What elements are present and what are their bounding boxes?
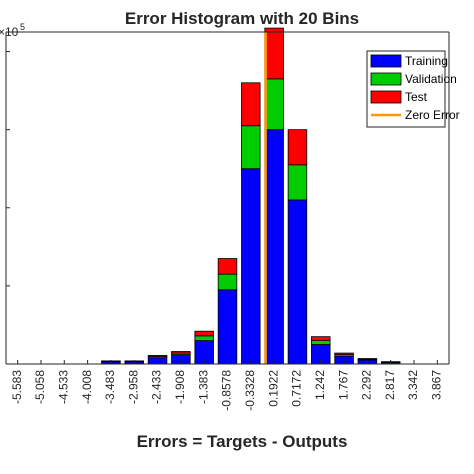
- x-tick-label: -5.583: [10, 370, 24, 404]
- bar-test--1.383: [194, 330, 214, 337]
- x-tick-label: -4.533: [56, 370, 70, 404]
- bar-validation-1.242: [311, 340, 331, 345]
- x-tick-label: -2.433: [150, 370, 164, 404]
- legend: Training Validation Test Zero Error: [366, 50, 460, 128]
- x-tick-label: -0.8578: [220, 370, 234, 411]
- x-tick-labels: -5.583 -5.058 -4.533 -4.008 -3.483 -2.958 -2.4…: [10, 370, 444, 411]
- x-tick-label: -5.058: [33, 370, 47, 404]
- x-tick-label: 1.242: [313, 370, 327, 400]
- x-tick-label: -4.008: [80, 370, 94, 404]
- bar-training--0.8578: [217, 289, 238, 365]
- bar-training-0.1922: [264, 129, 284, 365]
- x-tick-label: 2.817: [383, 370, 397, 400]
- bar-test--0.8578: [217, 258, 238, 275]
- legend-label-test: Test: [405, 90, 428, 104]
- axes-layer: [5, 31, 450, 365]
- legend-swatch-test: [370, 90, 402, 104]
- x-tick-label: -3.483: [103, 370, 117, 404]
- bar-validation-0.7172: [287, 164, 308, 201]
- x-tick-label: 3.867: [430, 370, 444, 400]
- y-multiplier: ×10: [0, 25, 19, 39]
- bar-test-0.1922: [264, 27, 284, 80]
- legend-label-zero-error: Zero Error: [405, 108, 460, 122]
- bar-test-0.7172: [287, 129, 308, 166]
- bar-validation--1.383: [194, 335, 214, 341]
- x-tick-label: 1.767: [336, 370, 350, 400]
- bar-test-1.767: [334, 352, 354, 356]
- legend-label-validation: Validation: [405, 72, 457, 86]
- x-tick-label: -0.3328: [243, 370, 257, 411]
- x-tick-label: -1.908: [173, 370, 187, 404]
- bar-test--1.908: [171, 351, 191, 354]
- legend-label-training: Training: [405, 54, 448, 68]
- bar-validation--0.8578: [217, 273, 238, 291]
- x-tick-label: 2.292: [360, 370, 374, 400]
- x-tick-label: -1.383: [196, 370, 210, 404]
- bar-training-0.7172: [287, 199, 308, 365]
- y-multiplier-exponent: 5: [20, 22, 25, 32]
- x-axis-label: Errors = Targets - Outputs: [137, 432, 348, 451]
- x-tick-label: 3.342: [406, 370, 420, 400]
- legend-swatch-validation: [370, 72, 402, 86]
- bar-test-2.292: [357, 358, 378, 360]
- legend-swatch-training: [370, 54, 402, 68]
- x-tick-label: 0.1922: [266, 370, 280, 407]
- x-tick-label: -2.958: [126, 370, 140, 404]
- bar-test--0.3328: [241, 82, 261, 127]
- bar-test-1.242: [311, 336, 331, 341]
- bar-test--2.433: [147, 355, 168, 357]
- bars-layer: [101, 27, 401, 365]
- bar-training--0.3328: [241, 168, 261, 365]
- x-tick-label: 0.7172: [290, 370, 304, 407]
- bar-validation-0.1922: [264, 78, 284, 131]
- bar-validation--0.3328: [241, 125, 261, 170]
- chart-title: Error Histogram with 20 Bins: [125, 9, 359, 28]
